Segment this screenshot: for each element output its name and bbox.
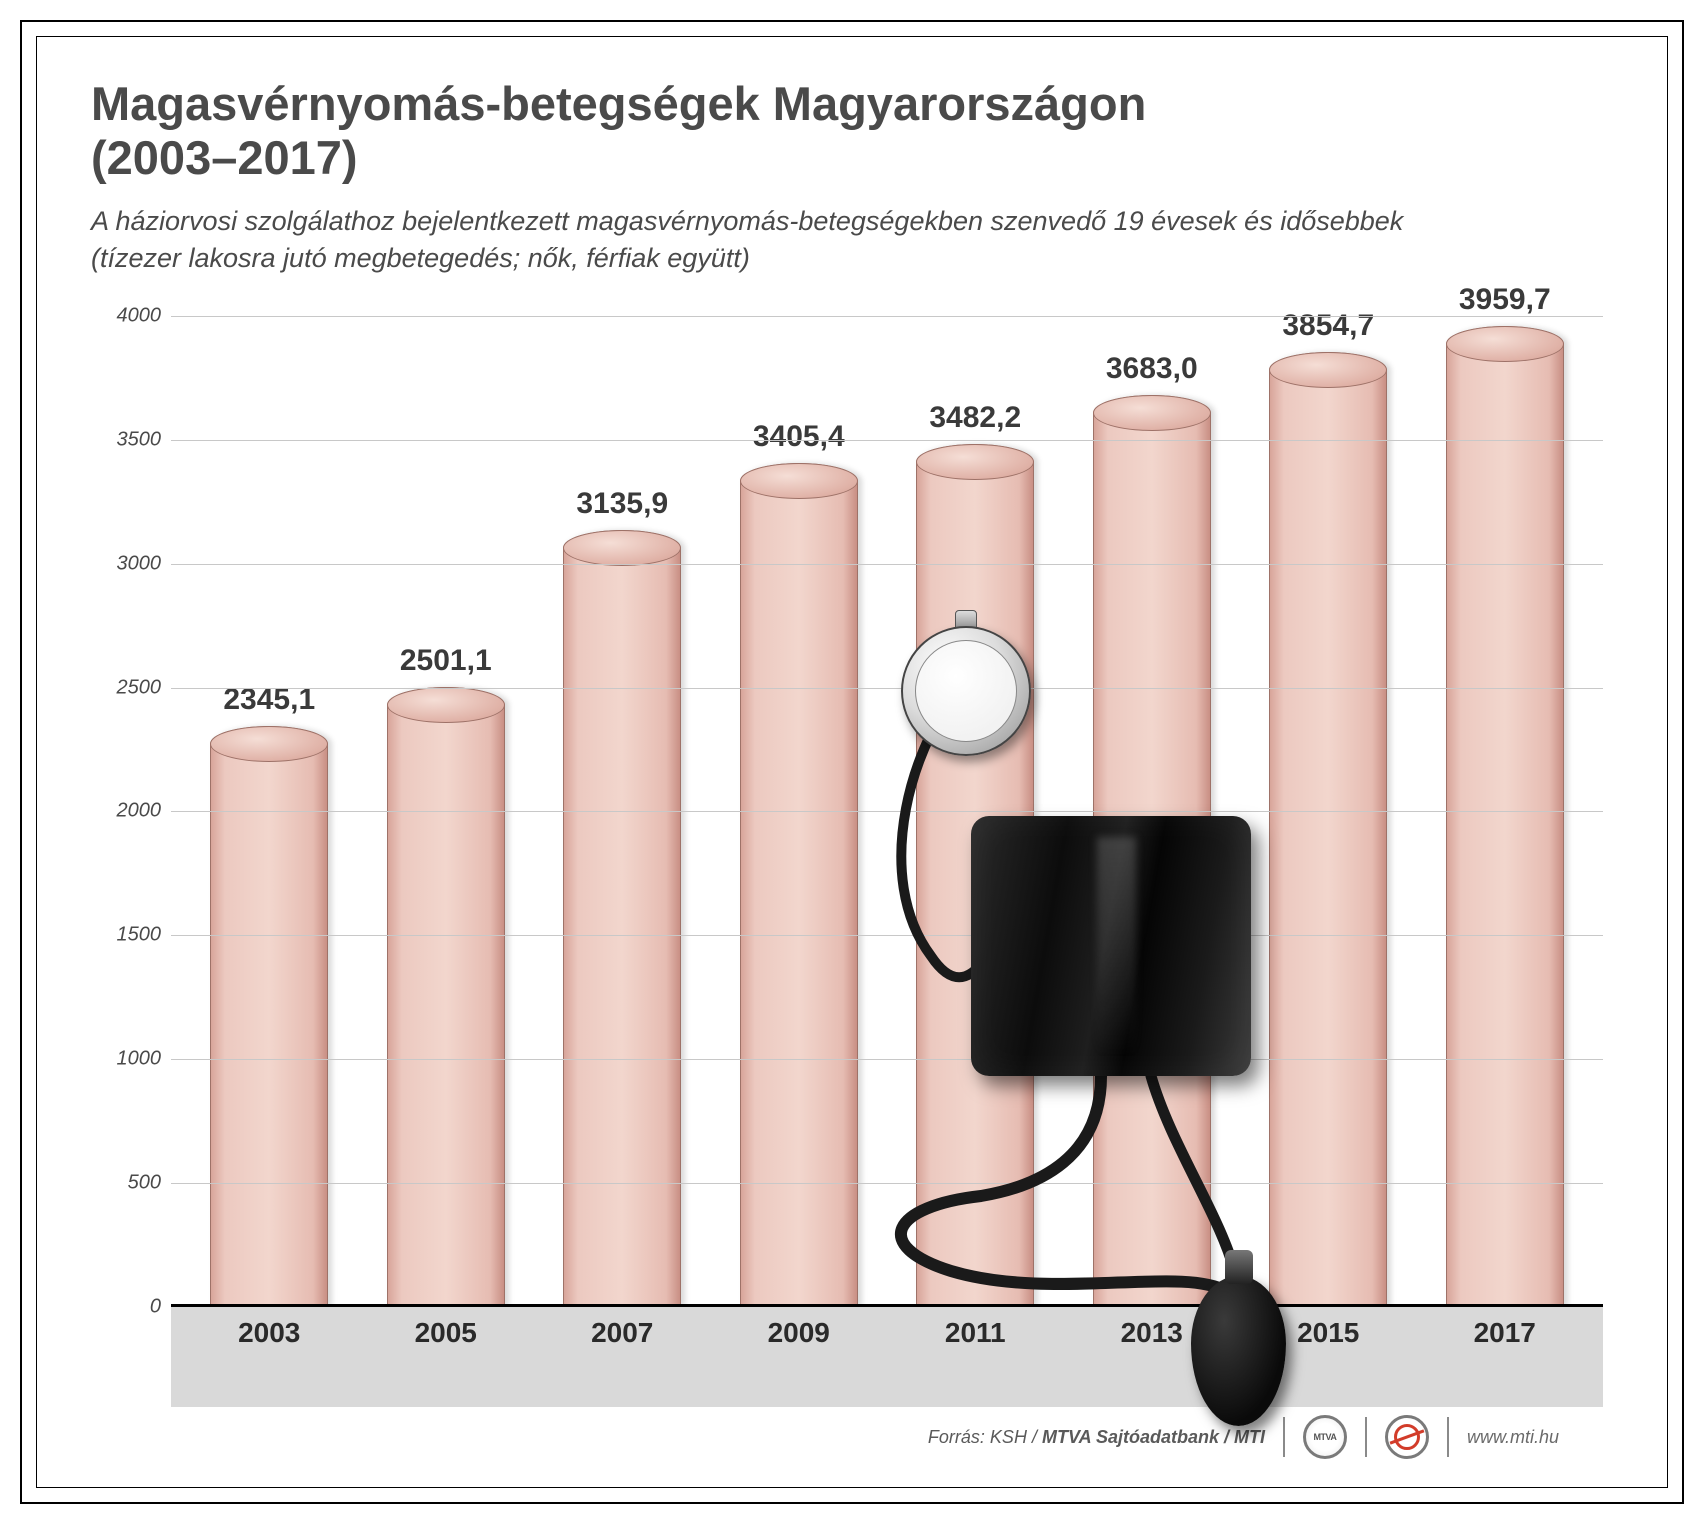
y-tick-label: 2500 <box>101 676 161 699</box>
outer-frame: Magasvérnyomás-betegségek Magyarországon… <box>20 20 1684 1504</box>
footer-divider <box>1365 1417 1367 1457</box>
title-line-2: (2003–2017) <box>91 131 358 184</box>
footer: Forrás: KSH / MTVA Sajtóadatbank / MTI M… <box>91 1415 1559 1459</box>
y-tick-label: 2000 <box>101 800 161 823</box>
bar: 3854,7 <box>1269 352 1387 1307</box>
mtva-logo-label: MTVA <box>1314 1432 1337 1442</box>
x-tick-label: 2005 <box>358 1307 535 1407</box>
gridline <box>171 440 1603 441</box>
bar-value-label: 2501,1 <box>400 644 492 678</box>
source-prefix: Forrás: KSH / <box>928 1427 1042 1447</box>
x-tick-label: 2003 <box>181 1307 358 1407</box>
footer-divider <box>1283 1417 1285 1457</box>
x-tick-label: 2011 <box>887 1307 1064 1407</box>
site-url: www.mti.hu <box>1467 1427 1559 1448</box>
y-tick-label: 3000 <box>101 552 161 575</box>
chart-subtitle: A háziorvosi szolgálathoz bejelentkezett… <box>91 203 1613 276</box>
x-axis-band: 20032005200720092011201320152017 <box>171 1307 1603 1407</box>
subtitle-line-1: A háziorvosi szolgálathoz bejelentkezett… <box>91 206 1403 236</box>
y-tick-label: 1500 <box>101 924 161 947</box>
bar-value-label: 3135,9 <box>576 487 668 521</box>
gridline <box>171 688 1603 689</box>
y-tick-label: 1000 <box>101 1048 161 1071</box>
gridline <box>171 1183 1603 1184</box>
gridline <box>171 564 1603 565</box>
bar-value-label: 3854,7 <box>1282 309 1374 343</box>
y-tick-label: 3500 <box>101 428 161 451</box>
bar: 3135,9 <box>563 530 681 1307</box>
x-tick-label: 2007 <box>534 1307 711 1407</box>
y-tick-label: 0 <box>101 1296 161 1319</box>
plot-region: 2345,1 2501,1 3135,9 3405,4 3482,2 3683,0 3854… <box>171 316 1603 1307</box>
bar-value-label: 3683,0 <box>1106 352 1198 386</box>
mti-logo-icon <box>1385 1415 1429 1459</box>
gridline <box>171 316 1603 317</box>
bar: 3482,2 <box>916 444 1034 1307</box>
chart-area: 2345,1 2501,1 3135,9 3405,4 3482,2 3683,0 3854… <box>91 316 1613 1467</box>
source-bold: MTVA Sajtóadatbank / MTI <box>1042 1427 1265 1447</box>
x-tick-label: 2015 <box>1240 1307 1417 1407</box>
bar-value-label: 3482,2 <box>929 401 1021 435</box>
mtva-logo-icon: MTVA <box>1303 1415 1347 1459</box>
bar-value-label: 3405,4 <box>753 420 845 454</box>
x-tick-label: 2013 <box>1064 1307 1241 1407</box>
title-line-1: Magasvérnyomás-betegségek Magyarországon <box>91 77 1146 130</box>
y-tick-label: 4000 <box>101 304 161 327</box>
gridline <box>171 1059 1603 1060</box>
x-tick-label: 2009 <box>711 1307 888 1407</box>
inner-frame: Magasvérnyomás-betegségek Magyarországon… <box>36 36 1668 1488</box>
bar: 3683,0 <box>1093 395 1211 1307</box>
y-tick-label: 500 <box>101 1172 161 1195</box>
bar: 3959,7 <box>1446 326 1564 1307</box>
gridline <box>171 935 1603 936</box>
x-tick-label: 2017 <box>1417 1307 1594 1407</box>
source-text: Forrás: KSH / MTVA Sajtóadatbank / MTI <box>928 1427 1265 1448</box>
bar: 2501,1 <box>387 687 505 1307</box>
bar: 3405,4 <box>740 463 858 1307</box>
chart-title: Magasvérnyomás-betegségek Magyarországon… <box>91 77 1613 185</box>
subtitle-line-2: (tízezer lakosra jutó megbetegedés; nők,… <box>91 243 750 273</box>
gridline <box>171 811 1603 812</box>
footer-divider <box>1447 1417 1449 1457</box>
bar-value-label: 3959,7 <box>1459 283 1551 317</box>
bar: 2345,1 <box>210 726 328 1307</box>
